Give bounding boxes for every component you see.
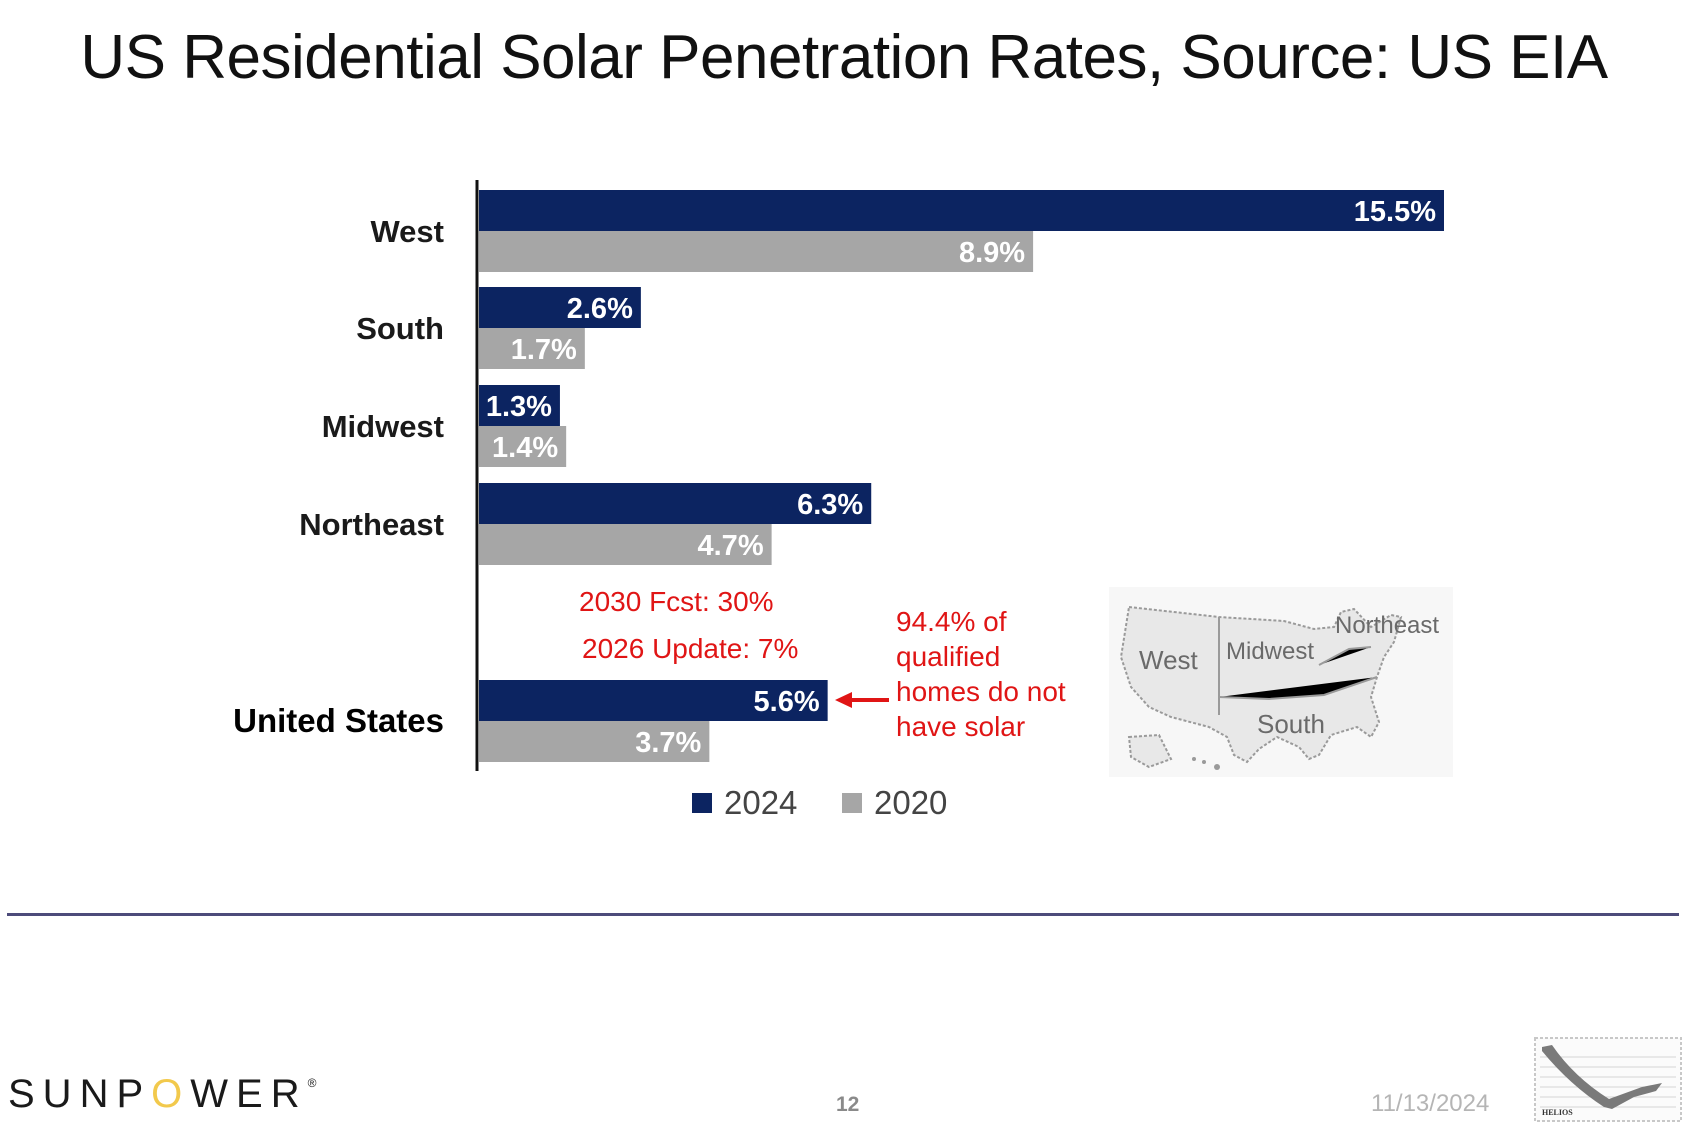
forecast-2030-annotation: 2030 Fcst: 30% xyxy=(579,586,774,617)
legend-swatch-2020 xyxy=(842,793,862,813)
page-number: 12 xyxy=(836,1093,860,1116)
us-regions-map-icon: West Midwest Northeast South xyxy=(1109,587,1453,777)
bar-value-label: 2.6% xyxy=(567,293,633,325)
bar-2020-united-states xyxy=(479,721,710,762)
category-label: West xyxy=(370,214,444,249)
helios-stamp-icon: HELIOS xyxy=(1534,1037,1682,1122)
bars-layer: 15.5% 8.9% 2.6% 1.7% 1.3% 1.4% 6.3% 4.7% 5.6% 3.7… xyxy=(479,190,1444,762)
bar-2024-west xyxy=(479,190,1444,231)
no-solar-note: 94.4% of qualified homes do not have sol… xyxy=(896,604,1066,744)
bar-value-label: 5.6% xyxy=(754,686,820,718)
bar-2024-midwest xyxy=(479,385,560,426)
logo-sun-o: O xyxy=(151,1072,191,1116)
slide-date: 11/13/2024 xyxy=(1371,1090,1490,1117)
note-line: qualified xyxy=(896,641,1001,672)
bar-value-label: 3.7% xyxy=(635,727,701,759)
map-label-northeast: Northeast xyxy=(1335,612,1439,639)
bar-value-label: 8.9% xyxy=(959,237,1025,269)
note-line: homes do not xyxy=(896,676,1066,707)
category-label: Northeast xyxy=(299,507,444,542)
note-line: have solar xyxy=(896,711,1026,742)
bar-2024-northeast xyxy=(479,483,872,524)
bar-2020-northeast xyxy=(479,524,772,565)
slide-title: US Residential Solar Penetration Rates, … xyxy=(80,23,1608,92)
sunpower-logo: SUNPOWER® xyxy=(8,1072,316,1117)
category-label: Midwest xyxy=(322,409,444,444)
map-label-south: South xyxy=(1257,709,1325,739)
logo-text-suffix: WER xyxy=(190,1072,308,1116)
bar-value-label: 1.3% xyxy=(486,391,552,423)
registered-mark: ® xyxy=(307,1076,317,1090)
note-line: 94.4% of xyxy=(896,606,1007,637)
category-label: United States xyxy=(233,702,444,739)
bar-value-label: 15.5% xyxy=(1354,196,1436,228)
legend-label-2020: 2020 xyxy=(874,784,947,821)
update-2026-annotation: 2026 Update: 7% xyxy=(582,633,799,664)
bar-2024-united-states xyxy=(479,680,828,721)
annotation-arrow xyxy=(835,692,889,708)
bar-value-label: 1.4% xyxy=(492,432,558,464)
footer-divider xyxy=(7,913,1679,916)
legend: 2024 2020 xyxy=(692,784,947,821)
bar-value-label: 1.7% xyxy=(511,334,577,366)
bar-value-label: 6.3% xyxy=(797,489,863,521)
bar-2024-south xyxy=(479,287,641,328)
map-label-west: West xyxy=(1139,645,1199,675)
logo-text-prefix: SUNP xyxy=(8,1072,152,1116)
bar-value-label: 4.7% xyxy=(698,530,764,562)
bar-2020-midwest xyxy=(479,426,567,467)
bar-2020-west xyxy=(479,231,1034,272)
category-label: South xyxy=(356,311,444,346)
legend-swatch-2024 xyxy=(692,793,712,813)
legend-label-2024: 2024 xyxy=(724,784,797,821)
bar-chart: 15.5% 8.9% 2.6% 1.7% 1.3% 1.4% 6.3% 4.7% 5.6% 3.7… xyxy=(233,180,1444,821)
bar-2020-south xyxy=(479,328,585,369)
map-label-midwest: Midwest xyxy=(1226,638,1314,665)
stamp-caption: HELIOS xyxy=(1542,1108,1573,1117)
